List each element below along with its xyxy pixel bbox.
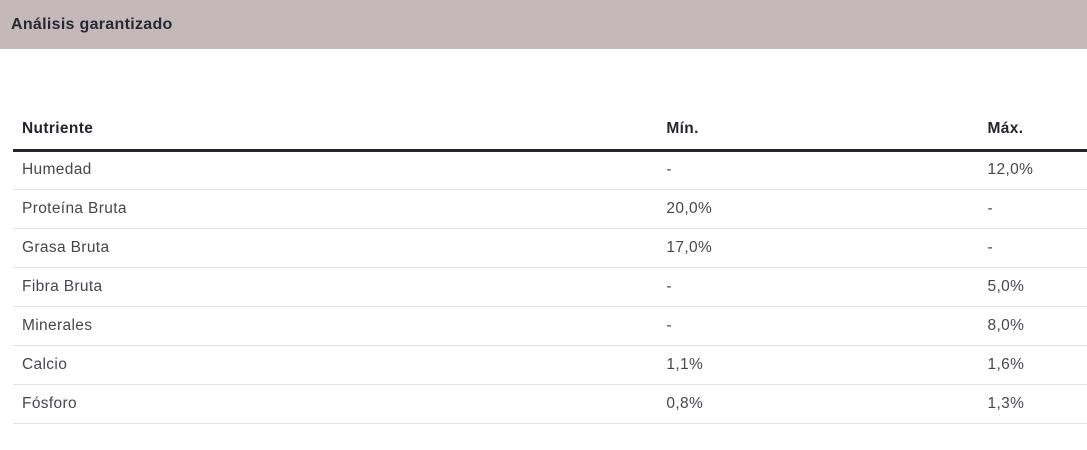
table-row: Grasa Bruta 17,0% - (13, 228, 1087, 268)
guaranteed-analysis-table-container: Nutriente Mín. Máx. Humedad - 12,0% Prot… (13, 105, 1087, 424)
table-row: Fósforo 0,8% 1,3% (13, 384, 1087, 424)
nutrient-name-cell: Calcio (13, 345, 658, 385)
min-value-cell: - (657, 150, 979, 190)
min-value-cell: 0,8% (657, 384, 979, 424)
min-value-cell: 1,1% (657, 345, 979, 385)
nutrient-name-cell: Humedad (13, 150, 658, 190)
section-title: Análisis garantizado (11, 15, 173, 33)
nutrient-name-cell: Minerales (13, 306, 658, 346)
max-value-cell: 1,6% (978, 345, 1087, 385)
nutrient-name-cell: Fibra Bruta (13, 267, 658, 307)
table-row: Minerales - 8,0% (13, 306, 1087, 346)
column-header-min: Mín. (657, 105, 979, 152)
min-value-cell: - (657, 267, 979, 307)
table-row: Fibra Bruta - 5,0% (13, 267, 1087, 307)
guaranteed-analysis-table: Nutriente Mín. Máx. Humedad - 12,0% Prot… (13, 105, 1087, 424)
nutrient-name-cell: Grasa Bruta (13, 228, 658, 268)
column-header-nutriente: Nutriente (13, 105, 658, 152)
nutrient-name-cell: Fósforo (13, 384, 658, 424)
min-value-cell: 17,0% (657, 228, 979, 268)
max-value-cell: - (978, 228, 1087, 268)
max-value-cell: 1,3% (978, 384, 1087, 424)
table-row: Calcio 1,1% 1,6% (13, 345, 1087, 385)
nutrient-name-cell: Proteína Bruta (13, 189, 658, 229)
table-row: Proteína Bruta 20,0% - (13, 189, 1087, 229)
max-value-cell: 12,0% (978, 150, 1087, 190)
min-value-cell: - (657, 306, 979, 346)
section-header-bar: Análisis garantizado (0, 0, 1087, 49)
max-value-cell: 8,0% (978, 306, 1087, 346)
table-header-row: Nutriente Mín. Máx. (13, 105, 1087, 152)
min-value-cell: 20,0% (657, 189, 979, 229)
column-header-max: Máx. (978, 105, 1087, 152)
table-row: Humedad - 12,0% (13, 150, 1087, 190)
max-value-cell: - (978, 189, 1087, 229)
max-value-cell: 5,0% (978, 267, 1087, 307)
